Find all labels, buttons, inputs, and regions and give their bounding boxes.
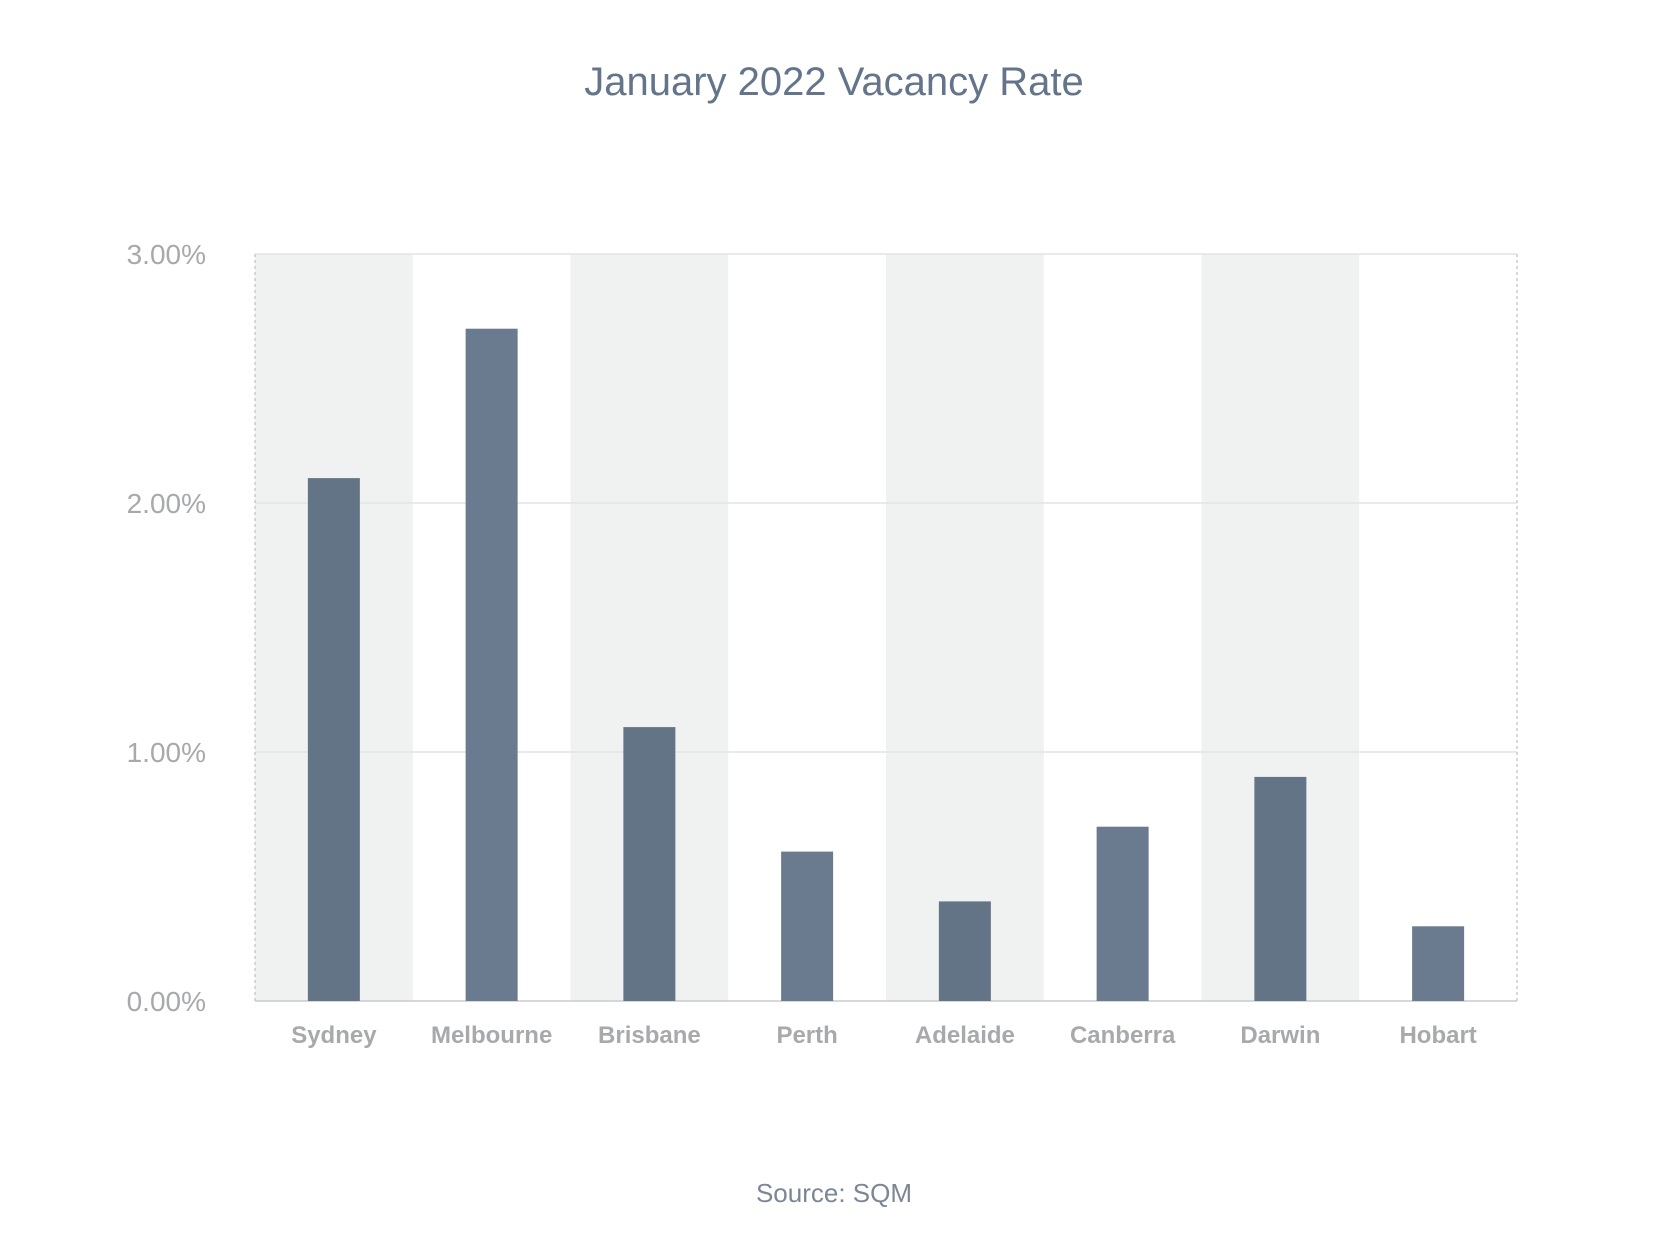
- x-tick-label-brisbane: Brisbane: [598, 1022, 701, 1049]
- bar-adelaide: [938, 901, 991, 1001]
- x-tick-label-darwin: Darwin: [1240, 1022, 1320, 1049]
- y-axis-ticks: 0.00% 1.00% 2.00% 3.00%: [127, 239, 206, 1017]
- gridlines: [255, 253, 1517, 753]
- bar-hobart: [1412, 926, 1465, 1001]
- x-tick-label-canberra: Canberra: [1070, 1022, 1176, 1049]
- bar-brisbane: [623, 727, 676, 1001]
- x-tick-label-hobart: Hobart: [1399, 1022, 1476, 1049]
- source-note: Source: SQM: [756, 1178, 912, 1208]
- bar-darwin: [1254, 776, 1307, 1001]
- x-tick-label-melbourne: Melbourne: [431, 1022, 552, 1049]
- bar-sydney: [307, 478, 360, 1002]
- x-axis-ticks: Sydney Melbourne Brisbane Perth Adelaide Canb…: [291, 1022, 1477, 1049]
- band-adelaide: [886, 254, 1044, 1001]
- bar-canberra: [1096, 826, 1149, 1001]
- bar-perth: [781, 851, 834, 1001]
- x-tick-label-perth: Perth: [776, 1022, 837, 1049]
- chart-title: January 2022 Vacancy Rate: [584, 60, 1084, 104]
- bar-melbourne: [465, 328, 518, 1001]
- x-tick-label-adelaide: Adelaide: [915, 1022, 1015, 1049]
- y-tick-label-0: 0.00%: [127, 986, 206, 1017]
- bars: [307, 328, 1465, 1002]
- category-bands: [255, 254, 1360, 1001]
- plot-frame: [254, 254, 1518, 1002]
- y-tick-label-3: 3.00%: [127, 239, 206, 270]
- y-tick-label-2: 2.00%: [127, 488, 206, 519]
- x-tick-label-sydney: Sydney: [291, 1022, 377, 1049]
- y-tick-label-1: 1.00%: [127, 737, 206, 768]
